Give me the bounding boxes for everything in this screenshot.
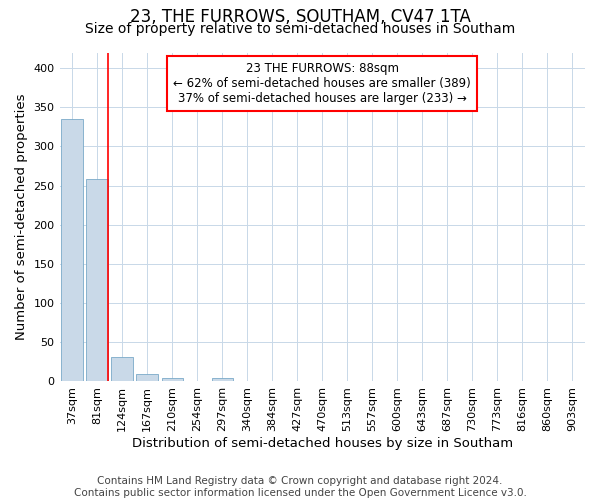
Bar: [112, 357, 133, 382]
Bar: [86, 180, 108, 382]
Y-axis label: Number of semi-detached properties: Number of semi-detached properties: [15, 94, 28, 340]
Bar: [161, 378, 183, 382]
Bar: [61, 119, 83, 382]
Bar: [212, 378, 233, 382]
Text: Size of property relative to semi-detached houses in Southam: Size of property relative to semi-detach…: [85, 22, 515, 36]
Text: Contains HM Land Registry data © Crown copyright and database right 2024.
Contai: Contains HM Land Registry data © Crown c…: [74, 476, 526, 498]
Bar: [136, 374, 158, 382]
Text: 23 THE FURROWS: 88sqm
← 62% of semi-detached houses are smaller (389)
37% of sem: 23 THE FURROWS: 88sqm ← 62% of semi-deta…: [173, 62, 471, 106]
X-axis label: Distribution of semi-detached houses by size in Southam: Distribution of semi-detached houses by …: [132, 437, 513, 450]
Text: 23, THE FURROWS, SOUTHAM, CV47 1TA: 23, THE FURROWS, SOUTHAM, CV47 1TA: [130, 8, 470, 26]
